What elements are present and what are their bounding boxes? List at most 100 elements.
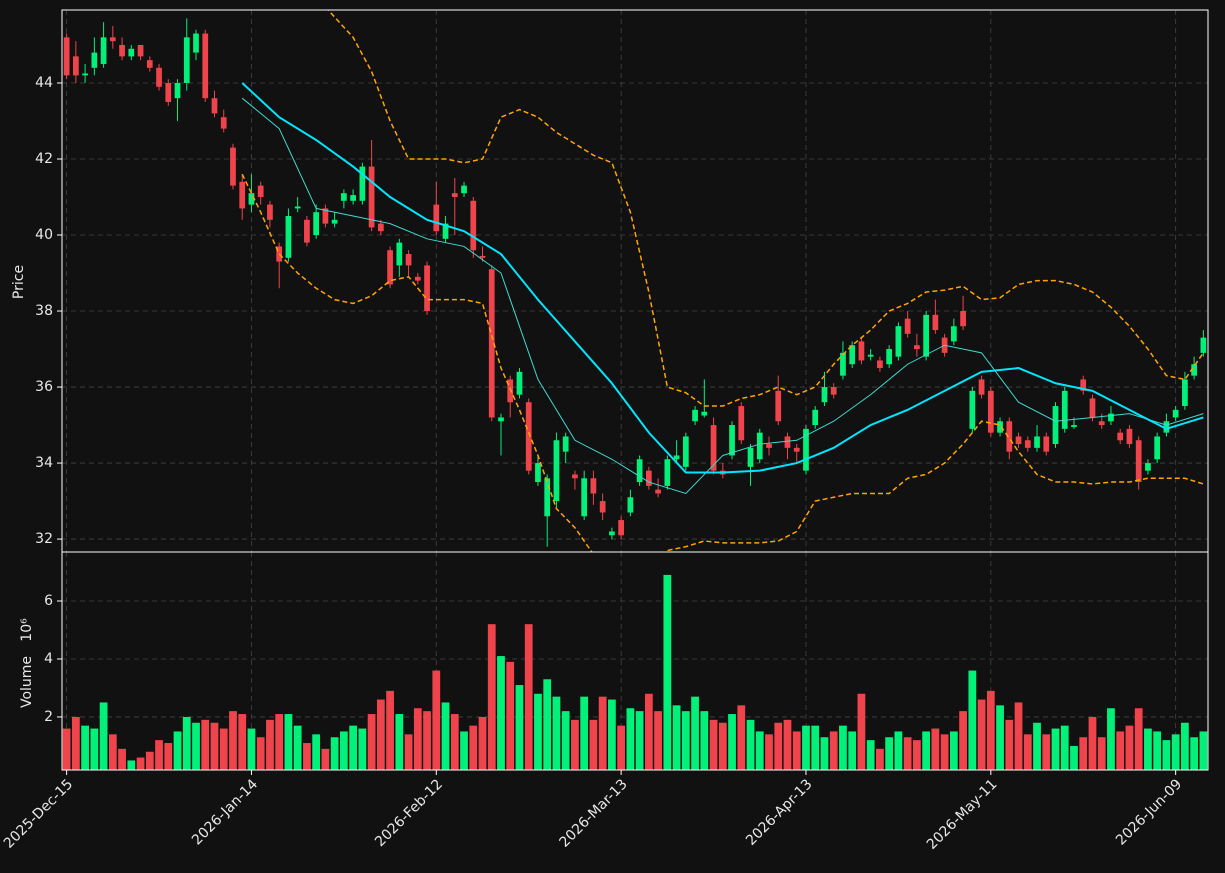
candle-body [673,455,680,460]
candle-body [341,193,347,201]
candle-body [230,147,236,186]
candle-body [747,447,754,467]
moving-average-line [241,82,1204,474]
candle-body [1043,436,1050,452]
candle-body [701,411,708,416]
y-tick-label: 40 [35,227,53,243]
volume-tick-label: 2 [44,709,53,725]
candle-body [1006,421,1013,452]
volume-bar [940,734,949,770]
volume-bar [728,714,736,770]
candle-body [479,255,486,258]
candle-body [1098,421,1105,426]
candle-body [1080,379,1087,391]
candle-body [220,117,227,129]
candle-body [766,444,772,448]
volume-bar [866,740,875,770]
volume-bar [404,734,413,770]
candle-body [627,497,634,513]
volume-bar [118,748,126,770]
band-line [241,173,1204,552]
volume-bar [903,737,912,770]
volume-bar [469,725,478,770]
volume-bar [534,693,542,770]
candle-body [775,390,782,422]
candle-body [350,195,356,201]
volume-bar [949,731,958,770]
candle-body [590,478,597,494]
candle-body [1052,406,1059,445]
candle-body [609,531,615,536]
candle-body [1182,379,1188,407]
volume-bar [284,714,293,770]
candle-body [174,82,181,99]
volume-bar [857,693,866,770]
volume-bar [912,740,921,770]
volume-bar [709,719,718,770]
volume-bar [635,711,644,770]
volume-bar [219,728,228,770]
volume-bar [524,624,533,770]
volume-scale-label: 10⁶ [19,618,35,642]
volume-bar [922,731,931,770]
volume-bar [931,728,940,770]
volume-bar [62,728,71,770]
candle-body [904,318,911,334]
candle-body [1200,337,1207,353]
volume-bar [321,748,330,770]
volume-bar [1107,708,1115,770]
candle-body [618,520,625,536]
volume-bar [617,725,626,770]
candle-body [1024,440,1031,448]
volume-bar [395,714,404,770]
candle-body [461,185,467,194]
volume-bar [571,719,579,770]
candle-body [359,166,366,201]
candle-body [498,417,504,422]
volume-bar [663,574,672,770]
candle-body [793,447,800,452]
candle-body [322,208,329,224]
volume-bar [99,702,108,770]
volume-bar [820,737,829,770]
candle-body [294,206,301,209]
volume-bar [552,696,561,770]
volume-bar [1079,737,1088,770]
volume-bar [201,719,210,770]
volume-panel [62,574,1208,770]
moving-average-line [241,97,1204,495]
volume-bar [247,728,256,770]
candle-body [821,387,828,403]
candle-body [1015,436,1022,445]
volume-bar [275,714,284,770]
volume-bar [238,714,247,770]
volume-bar [1153,731,1162,770]
candle-body [442,223,449,239]
volume-bar [977,699,986,770]
volume-bar [1070,745,1078,770]
volume-bar [136,757,145,770]
volume-bar [654,711,662,770]
volume-bar [358,728,367,770]
volume-bar [1125,725,1134,770]
candle-body [507,379,514,403]
candle-body [849,345,856,365]
volume-bar [460,731,468,770]
band-line [327,10,1204,407]
candle-body [165,82,172,102]
volume-bar [303,743,311,770]
candle-body [1135,440,1142,483]
candle-body [1089,398,1096,418]
candle-body [424,265,430,312]
volume-bar [829,731,838,770]
volume-bar [608,699,616,770]
candle-body [276,246,283,262]
volume-bar [1060,725,1069,770]
candle-body [710,425,717,471]
y-tick-label: 42 [35,151,53,167]
volume-bar [413,708,422,770]
candle-body [1061,390,1068,429]
candle-body [405,254,412,266]
candle-body [368,166,375,228]
